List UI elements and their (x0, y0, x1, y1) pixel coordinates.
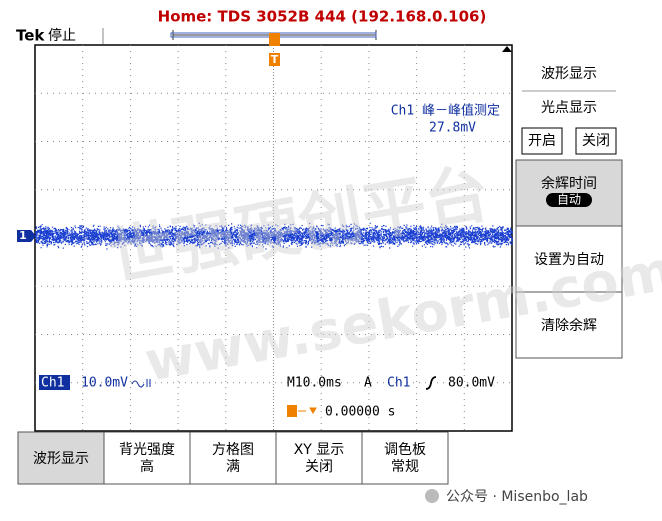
menu-button-value: 常规 (391, 459, 419, 475)
menu-button[interactable] (361, 431, 449, 485)
channel-marker: 1 (19, 229, 27, 242)
menu-button-label: 调色板 (384, 441, 426, 458)
coupling-icon (131, 379, 151, 388)
brand: Tek (16, 27, 45, 45)
trigger-marker-top (269, 33, 280, 46)
menu-button[interactable] (17, 431, 105, 485)
menu-button[interactable] (103, 431, 191, 485)
set-auto-label: 设置为自动 (534, 252, 604, 268)
off-label: 关闭 (582, 133, 610, 149)
menu-button-value: 关闭 (305, 459, 333, 475)
menu-button-label: 波形显示 (33, 451, 89, 467)
timebase: M10.0ms (287, 376, 342, 391)
channel-marker-box (17, 230, 36, 242)
clear-button[interactable] (515, 291, 623, 359)
measurement-label: Ch1 峰－峰值测定 (391, 103, 500, 119)
side-menu-item: 光点显示 (541, 100, 597, 116)
footer: 公众号 · Misenbo_lab (446, 489, 588, 505)
ch1-scale: 10.0mV (81, 376, 128, 391)
measurement-value: 27.8mV (429, 121, 476, 136)
menu-button-value: 满 (226, 459, 240, 475)
ch1-label-box (39, 375, 70, 390)
persistence-button[interactable] (515, 159, 623, 227)
trigger-pos-icon (287, 405, 297, 417)
trigger-source: Ch1 (387, 376, 410, 391)
header-title: Home: TDS 3052B 444 (192.168.0.106) (158, 8, 487, 26)
on-button[interactable] (521, 127, 563, 155)
on-label: 开启 (528, 133, 556, 149)
wechat-icon (425, 489, 439, 503)
trigger-marker-box (269, 53, 280, 66)
menu-button-value: 高 (140, 458, 154, 475)
menu-button-label: 方格图 (212, 442, 254, 458)
trigger-marker: T (271, 53, 279, 66)
persistence-pill (546, 193, 592, 207)
persistence-value: 自动 (557, 193, 581, 207)
clear-label: 清除余辉 (541, 317, 597, 334)
status: 停止 (48, 27, 76, 44)
menu-button[interactable] (189, 431, 277, 485)
side-menu-title: 波形显示 (541, 66, 597, 82)
trigger-level: 80.0mV (448, 376, 495, 391)
trigger-level-arrow (502, 46, 512, 52)
off-button[interactable] (575, 127, 617, 155)
menu-button-label: XY 显示 (294, 442, 345, 458)
trigger-mode: A (364, 376, 372, 391)
trace (35, 222, 513, 250)
set-auto-button[interactable] (515, 225, 623, 293)
ch1-label: Ch1 (41, 376, 64, 391)
slope-icon (425, 376, 437, 390)
trigger-pos-arrow (298, 407, 317, 414)
menu-button[interactable] (275, 431, 363, 485)
noise-trace (35, 222, 513, 250)
trigger-position: 0.00000 s (325, 405, 395, 420)
menu-button-label: 背光强度 (119, 442, 175, 458)
persistence-label: 余辉时间 (541, 175, 597, 192)
